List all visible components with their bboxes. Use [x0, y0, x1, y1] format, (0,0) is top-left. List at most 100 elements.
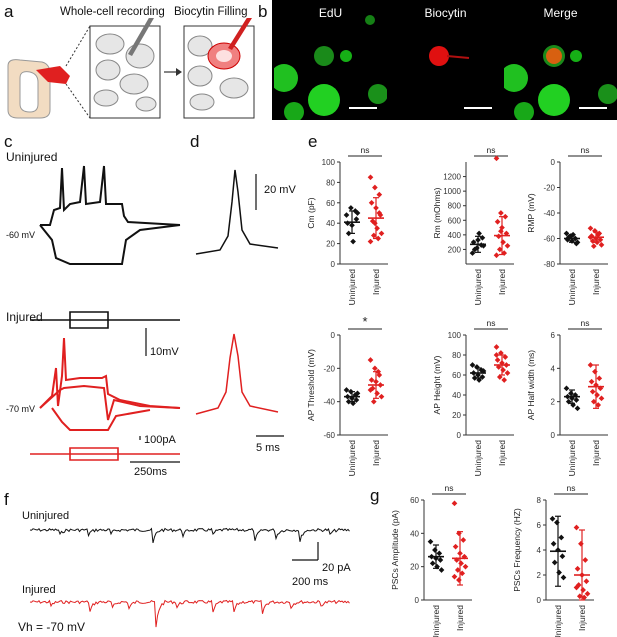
y-tick-label: 20 [452, 411, 461, 420]
data-point [595, 402, 602, 408]
y-tick-label: 4 [551, 364, 556, 373]
y-axis-label: AP Threshold (mV) [306, 349, 316, 421]
category-label: Uninjured [347, 440, 357, 477]
injured-current-step [30, 447, 180, 461]
data-point [574, 565, 581, 572]
panel-c-scale-time: 250ms [134, 466, 168, 478]
significance-label: ns [361, 145, 370, 155]
data-point [452, 543, 459, 550]
y-tick-label: 60 [452, 371, 461, 380]
category-label: Injured [577, 605, 587, 631]
category-label: Uninjured [567, 269, 577, 306]
data-point [476, 230, 482, 237]
data-point [460, 537, 467, 543]
biocytin-filling-label: Biocytin Filling [174, 6, 248, 18]
biocytin-channel-label: Biocytin [424, 6, 467, 20]
y-tick-label: -20 [323, 364, 335, 373]
edu-image: EdU [274, 0, 387, 120]
data-point [437, 557, 444, 563]
data-point [367, 238, 374, 245]
panel-f-uninjured-title: Uninjured [22, 510, 70, 522]
y-tick-label: 4 [537, 546, 542, 555]
data-point [500, 367, 506, 373]
data-point [370, 232, 377, 239]
data-point [493, 352, 500, 358]
data-point [573, 524, 580, 531]
data-point [454, 567, 461, 573]
filling-pipette [228, 18, 252, 50]
data-point [594, 392, 600, 398]
category-label: Injured [591, 440, 601, 466]
uninjured-ap-waveform [195, 169, 279, 255]
scatter-chart-1: 0 20 40 60 80 100 Cm (pF) Uninjured Injured ns [306, 145, 388, 305]
y-tick-label: 40 [326, 219, 335, 228]
data-point [550, 540, 557, 547]
data-point [348, 205, 354, 211]
data-point [563, 385, 570, 392]
y-tick-label: 0 [551, 431, 556, 440]
data-point [551, 559, 558, 566]
category-label: Injured [371, 440, 381, 466]
scatter-chart-3: -80 -60 -40 -20 0 RMP (mV) Uninjured Injured ns [526, 145, 608, 305]
biocytin-scale-bar [464, 107, 492, 109]
data-point [500, 239, 506, 245]
panel-c-scale-current: 100pA [144, 434, 176, 446]
significance-label: ns [445, 483, 454, 493]
data-point [590, 243, 597, 249]
data-point [427, 538, 434, 545]
y-tick-label: 0 [331, 331, 336, 340]
data-point [353, 216, 360, 222]
y-tick-label: -40 [323, 398, 335, 407]
y-tick-label: 0 [415, 596, 420, 605]
y-tick-label: 2 [551, 398, 556, 407]
category-label: Injured [497, 440, 507, 466]
panel-f-injured-title: Injured [22, 584, 56, 596]
y-tick-label: 40 [452, 391, 461, 400]
y-tick-label: 0 [551, 158, 556, 167]
panel-d-ap-waveforms [195, 169, 284, 437]
arrow-right-icon [176, 68, 182, 76]
y-tick-label: -80 [543, 260, 555, 269]
data-point [574, 405, 581, 412]
panel-a-schematic [7, 18, 255, 119]
lesion-region [36, 66, 70, 84]
y-tick-label: 80 [452, 351, 461, 360]
y-tick-label: 200 [448, 245, 462, 254]
category-label: Uninjured [473, 269, 483, 306]
y-tick-label: 1000 [443, 187, 461, 196]
y-tick-label: 40 [410, 529, 419, 538]
significance-label: ns [581, 145, 590, 155]
data-point [471, 246, 478, 253]
data-point [595, 231, 602, 238]
scatter-chart-5: 0 20 40 60 80 100 AP Height (mV) Uninjured Injur… [432, 318, 514, 476]
data-point [590, 398, 597, 405]
y-tick-label: 6 [551, 331, 556, 340]
data-point [583, 578, 590, 585]
y-axis-label: AP Height (mV) [432, 355, 442, 414]
data-point [376, 210, 383, 216]
data-point [458, 560, 464, 567]
data-point [587, 225, 594, 232]
y-tick-label: -40 [543, 209, 555, 218]
data-point [596, 375, 603, 382]
y-tick-label: 80 [326, 178, 335, 187]
data-point [573, 397, 580, 403]
scatter-chart-4: -60 -40 -20 0 AP Threshold (mV) Uninjured Inju… [306, 314, 388, 476]
merge-scale-bar [579, 107, 607, 109]
y-tick-label: 8 [537, 496, 542, 505]
data-point [588, 378, 595, 385]
data-point [368, 377, 375, 383]
data-point [494, 218, 501, 225]
panel-f-label: f [4, 490, 9, 509]
data-point [574, 239, 581, 246]
data-point [589, 388, 596, 395]
category-label: Uninjured [431, 605, 441, 637]
y-tick-label: 2 [537, 571, 542, 580]
data-point [580, 587, 586, 593]
biocytin-image: Biocytin [389, 0, 502, 120]
data-point [578, 540, 584, 547]
merge-channel-label: Merge [543, 6, 578, 20]
uninjured-current-step [30, 311, 180, 329]
data-point [559, 553, 566, 560]
